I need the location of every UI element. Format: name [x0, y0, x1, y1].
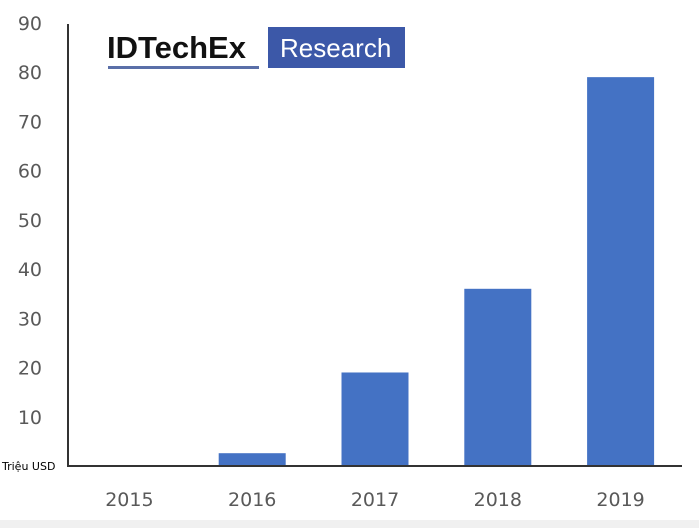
logo-underline [108, 66, 259, 69]
logo-tag: Research [280, 33, 391, 63]
logo-brand: IDTechEx [107, 30, 247, 65]
logo-research-box [268, 27, 405, 68]
y-tick-label: 40 [18, 259, 42, 281]
logo: IDTechEx Research [107, 27, 405, 69]
y-tick-label: 60 [18, 161, 42, 183]
y-tick-label: 90 [18, 13, 42, 35]
y-axis-ticks: 10 20 30 40 50 60 70 80 90 [18, 13, 42, 429]
y-tick-label: 50 [18, 210, 42, 232]
bar-2019 [587, 77, 655, 467]
y-tick-label: 20 [18, 358, 42, 380]
x-tick-label: 2019 [596, 489, 644, 511]
x-tick-label: 2017 [351, 489, 399, 511]
x-axis-ticks: 2015 2016 2017 2018 2019 [105, 489, 645, 511]
bars [218, 77, 655, 467]
y-tick-label: 10 [18, 407, 42, 429]
x-tick-label: 2016 [228, 489, 276, 511]
x-tick-label: 2018 [474, 489, 522, 511]
y-axis-unit-label: Triệu USD [1, 460, 55, 473]
y-tick-label: 30 [18, 308, 42, 330]
x-tick-label: 2015 [105, 489, 153, 511]
bar-2018 [464, 288, 532, 466]
bar-2016 [218, 453, 286, 466]
bar-2017 [341, 372, 409, 466]
bottom-strip [0, 520, 699, 528]
y-tick-label: 80 [18, 62, 42, 84]
y-tick-label: 70 [18, 111, 42, 133]
